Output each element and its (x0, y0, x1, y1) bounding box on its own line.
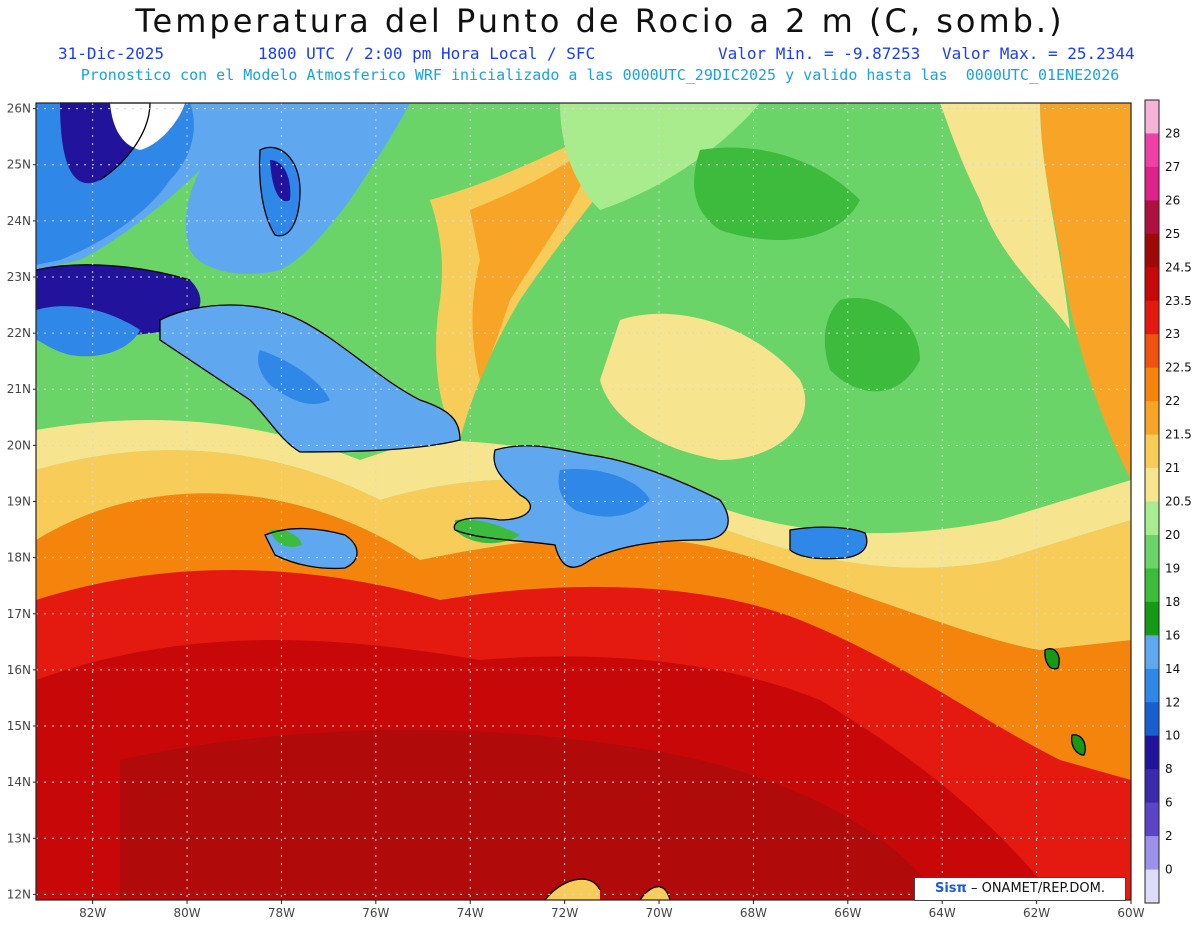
colorbar-label: 2 (1165, 829, 1173, 843)
colorbar-label: 0 (1165, 863, 1173, 877)
colorbar-swatch (1145, 468, 1159, 502)
lon-tick-label: 82W (79, 906, 106, 920)
min-value: Valor Min. = -9.87253 (718, 44, 921, 63)
colorbar-label: 22 (1165, 394, 1180, 408)
lat-tick-label: 14N (7, 775, 31, 789)
credit-box: Sisπ – ONAMET/REP.DOM. (914, 877, 1126, 901)
colorbar-swatch (1145, 133, 1159, 168)
lon-tick-label: 72W (551, 906, 578, 920)
colorbar-swatch (1145, 233, 1159, 268)
colorbar-swatch (1145, 100, 1159, 134)
dewpoint-field (36, 103, 1131, 900)
lon-tick-label: 74W (457, 906, 484, 920)
colorbar-label: 28 (1165, 126, 1180, 140)
model-info: Pronostico con el Modelo Atmosferico WRF… (80, 66, 1120, 84)
colorbar-swatch (1145, 501, 1159, 536)
colorbar-label: 26 (1165, 193, 1180, 207)
lat-tick-label: 13N (7, 831, 31, 845)
colorbar-swatch (1145, 200, 1159, 235)
colorbar-label: 22.5 (1165, 361, 1192, 375)
lat-tick-label: 26N (7, 102, 31, 116)
colorbar-label: 10 (1165, 729, 1180, 743)
longitude-axis: 82W 80W 78W 76W 74W 72W 70W 68W 66W 64W 62W 60W (79, 900, 1145, 920)
colorbar-label: 8 (1165, 762, 1173, 776)
colorbar-label: 23 (1165, 327, 1180, 341)
lat-tick-label: 18N (7, 551, 31, 565)
colorbar-swatch (1145, 735, 1159, 770)
lat-tick-label: 24N (7, 214, 31, 228)
colorbar-label: 16 (1165, 628, 1180, 642)
coastlines (35, 102, 1086, 901)
credit-text: – ONAMET/REP.DOM. (970, 881, 1105, 896)
colorbar-swatch (1145, 635, 1159, 670)
colorbar-swatch (1145, 534, 1159, 569)
colorbar-swatch (1145, 300, 1159, 335)
lat-tick-label: 19N (7, 495, 31, 509)
colorbar: 2827262524.523.52322.52221.52120.5201918… (1144, 99, 1192, 904)
lat-tick-label: 15N (7, 719, 31, 733)
colorbar-swatch (1145, 802, 1159, 837)
latitude-axis: 26N 25N 24N 23N 22N 21N 20N 19N 18N 17N 16N 15N 14N 1… (7, 102, 36, 901)
lon-tick-label: 68W (740, 906, 767, 920)
colorbar-label: 27 (1165, 160, 1180, 174)
lon-tick-label: 60W (1117, 906, 1144, 920)
colorbar-swatch (1145, 869, 1159, 904)
colorbar-label: 14 (1165, 662, 1180, 676)
lon-tick-label: 70W (645, 906, 672, 920)
colorbar-label: 12 (1165, 695, 1180, 709)
lon-tick-label: 80W (173, 906, 200, 920)
lat-tick-label: 16N (7, 663, 31, 677)
colorbar-swatch (1145, 334, 1159, 369)
lon-tick-label: 78W (268, 906, 295, 920)
forecast-time: 1800 UTC / 2:00 pm Hora Local / SFC (258, 44, 596, 63)
colorbar-swatch (1145, 434, 1159, 469)
lon-tick-label: 66W (834, 906, 861, 920)
lat-tick-label: 23N (7, 270, 31, 284)
colorbar-label: 20 (1165, 528, 1180, 542)
colorbar-swatch (1145, 401, 1159, 436)
lat-tick-label: 21N (7, 382, 31, 396)
lat-tick-label: 17N (7, 607, 31, 621)
lon-tick-label: 64W (929, 906, 956, 920)
colorbar-label: 20.5 (1165, 495, 1192, 509)
lat-tick-label: 22N (7, 326, 31, 340)
map-title: Temperatura del Punto de Rocio a 2 m (C,… (135, 2, 1065, 40)
colorbar-label: 24.5 (1165, 260, 1192, 274)
colorbar-swatch (1145, 668, 1159, 703)
colorbar-swatch (1145, 836, 1159, 871)
forecast-date: 31-Dic-2025 (58, 44, 164, 63)
lon-tick-label: 62W (1023, 906, 1050, 920)
colorbar-label: 19 (1165, 561, 1180, 575)
colorbar-swatch (1145, 166, 1159, 201)
colorbar-label: 21 (1165, 461, 1180, 475)
colorbar-swatch (1145, 568, 1159, 603)
colorbar-label: 25 (1165, 227, 1180, 241)
colorbar-label: 21.5 (1165, 428, 1192, 442)
colorbar-swatch (1145, 601, 1159, 636)
colorbar-label: 6 (1165, 796, 1173, 810)
colorbar-label: 23.5 (1165, 294, 1192, 308)
lon-tick-label: 76W (362, 906, 389, 920)
colorbar-frame (1144, 99, 1160, 904)
max-value: Valor Max. = 25.2344 (942, 44, 1135, 63)
colorbar-label: 18 (1165, 595, 1180, 609)
colorbar-swatch (1145, 367, 1159, 402)
colorbar-swatch (1145, 769, 1159, 804)
colorbar-swatch (1145, 267, 1159, 302)
lat-tick-label: 20N (7, 438, 31, 452)
lat-tick-label: 12N (7, 887, 31, 901)
colorbar-swatch (1145, 702, 1159, 737)
lat-tick-label: 25N (7, 158, 31, 172)
sispi-logo: Sisπ (934, 881, 967, 896)
